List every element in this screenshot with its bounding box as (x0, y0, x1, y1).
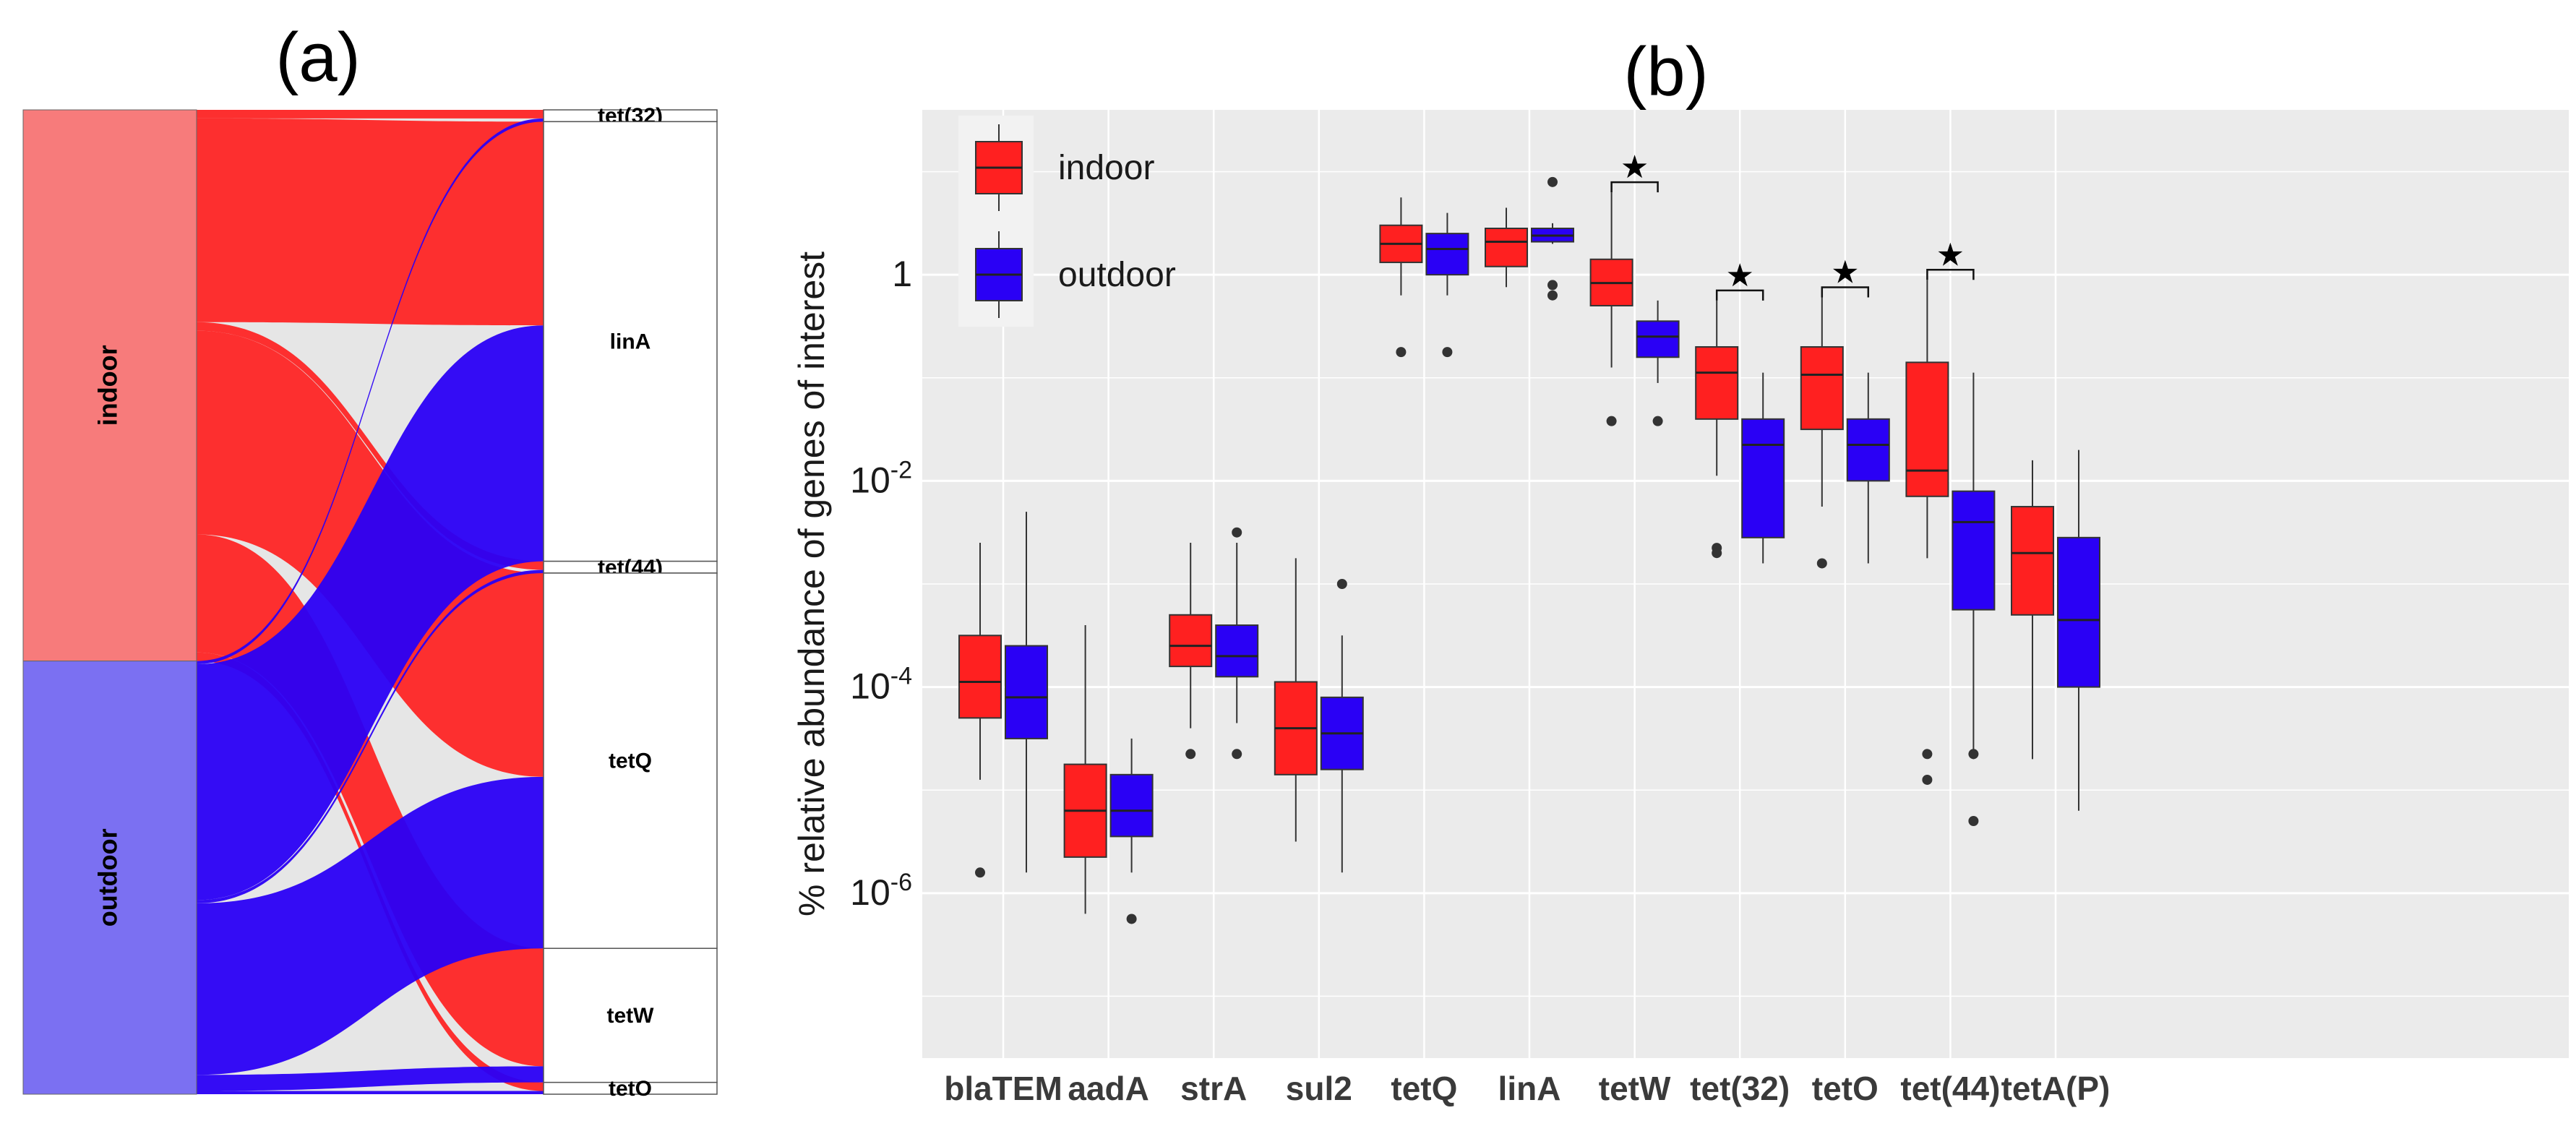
sankey-flow-outdoor (197, 1066, 544, 1091)
sankey-diagram: indooroutdoortet(32)linAtet(44)tetQtetWt… (22, 104, 718, 1101)
legend-label: indoor (1058, 149, 1154, 187)
x-tick-label: linA (1498, 1070, 1561, 1107)
outlier-point (1968, 816, 1979, 826)
sankey-node-outdoor (22, 661, 197, 1095)
sankey-flow-outdoor (197, 1091, 544, 1094)
sankey-target-node (543, 121, 718, 562)
significance-star: ★ (1936, 236, 1965, 273)
legend-label: outdoor (1058, 256, 1176, 294)
sankey-target-label: tetO (609, 1077, 652, 1101)
sankey-node-label: indoor (93, 345, 123, 426)
gridlines (922, 110, 2569, 1058)
outlier-point (1126, 914, 1137, 924)
sankey-node-indoor (22, 109, 197, 662)
outlier-point (1336, 579, 1347, 589)
box-indoor (1905, 361, 1949, 497)
box-outdoor (1109, 773, 1154, 838)
box-indoor (1695, 346, 1739, 420)
significance-star: ★ (1620, 149, 1649, 186)
box-indoor (1169, 614, 1213, 668)
sankey-target-label: tetQ (609, 749, 652, 773)
x-tick-label: tetW (1599, 1070, 1671, 1107)
box-outdoor (1636, 320, 1680, 358)
sankey-target-label: linA (610, 330, 651, 353)
panel-a-label: (a) (275, 19, 360, 96)
box-outdoor (1741, 418, 1785, 538)
box-outdoor (1952, 490, 1996, 611)
sankey-flow-outdoor (197, 776, 544, 1075)
x-tick-label: tetA(P) (2001, 1070, 2111, 1107)
significance-star: ★ (1831, 254, 1859, 291)
significance-bracket (1715, 289, 1764, 301)
y-axis-ticks: 1 10-2 10-4 10-6 (850, 254, 912, 913)
box-indoor (958, 635, 1002, 719)
outlier-point (1547, 176, 1558, 187)
outlier-point (1547, 280, 1558, 291)
box-outdoor (1846, 418, 1890, 482)
outlier-point (1442, 347, 1453, 358)
y-tick-label: 10-4 (850, 663, 912, 707)
outlier-point (1396, 347, 1407, 358)
y-tick-label: 1 (892, 254, 912, 294)
x-tick-label: tet(32) (1690, 1070, 1790, 1107)
outlier-point (1185, 749, 1196, 760)
significance-bracket (1610, 181, 1659, 193)
y-axis-label: % relative abundance of genes of interes… (791, 252, 832, 916)
outlier-point (1816, 558, 1827, 569)
significance-bracket (1821, 286, 1870, 298)
sankey-target-label: tetW (607, 1004, 655, 1028)
x-tick-label: sul2 (1286, 1070, 1352, 1107)
x-tick-label: tet(44) (1900, 1070, 2000, 1107)
y-tick-label: 10-6 (850, 869, 912, 913)
x-tick-label: tetQ (1391, 1070, 1457, 1107)
box-indoor (1485, 228, 1528, 267)
box-outdoor (1005, 645, 1048, 739)
sankey-flow-indoor (197, 110, 544, 119)
outlier-point (1232, 749, 1242, 760)
box-series (958, 176, 2100, 924)
outlier-point (1712, 548, 1722, 559)
sankey-flow-outdoor (197, 118, 544, 665)
sankey-flow-indoor (197, 322, 544, 570)
significance-star: ★ (1725, 257, 1753, 294)
box-outdoor (2057, 536, 2100, 688)
outlier-point (1232, 527, 1242, 538)
sankey-node-label: outdoor (93, 828, 123, 927)
x-tick-label: blaTEM (944, 1070, 1062, 1107)
sankey-target-node (543, 947, 718, 1083)
legend: indoor outdoor (958, 116, 1176, 327)
box-indoor (2011, 506, 2054, 616)
outlier-point (1547, 290, 1558, 301)
sankey-flow-outdoor (197, 325, 544, 901)
panel-b-label: (b) (1623, 33, 1708, 111)
x-tick-label: strA (1180, 1070, 1247, 1107)
outlier-point (1652, 416, 1663, 426)
significance-brackets: ★ ★ ★ ★ (1610, 149, 1975, 301)
box-outdoor (1215, 624, 1259, 678)
sankey-flow-outdoor (197, 570, 544, 903)
sankey-target-node (543, 572, 718, 949)
x-tick-label: aadA (1068, 1070, 1149, 1107)
y-tick-label: 10-2 (850, 456, 912, 500)
outlier-point (975, 867, 985, 878)
box-outdoor (1425, 233, 1469, 276)
x-axis-categories: blaTEM aadA strA sul2 tetQ linA tetW tet(32) tet… (944, 1070, 2110, 1107)
outlier-point (1922, 774, 1933, 785)
outlier-point (1922, 749, 1933, 760)
outlier-point (1606, 416, 1617, 426)
x-tick-label: tetO (1812, 1070, 1879, 1107)
box-indoor (1800, 346, 1844, 431)
outlier-point (1968, 749, 1979, 760)
sankey-target-node (543, 1081, 718, 1095)
significance-bracket (1926, 269, 1975, 280)
sankey-flow-indoor (197, 118, 544, 326)
